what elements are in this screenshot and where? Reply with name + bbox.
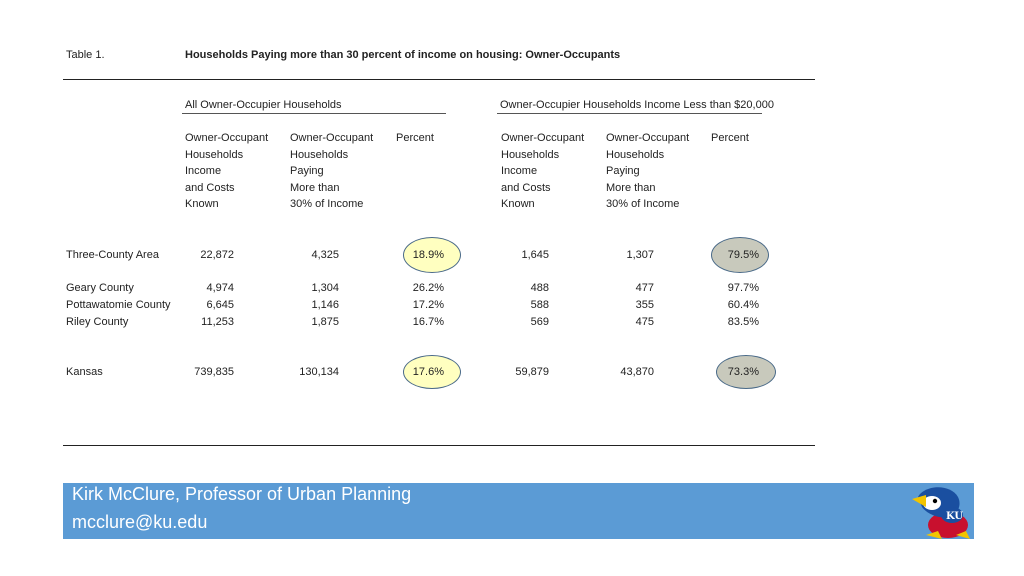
bottom-rule [63, 445, 815, 446]
cell: 11,253 [201, 316, 234, 328]
jayhawk-logo-icon: KU [912, 487, 970, 539]
cell-highlighted: 79.5% [727, 249, 759, 261]
cell: 43,870 [620, 366, 654, 378]
cell: 1,645 [521, 249, 549, 261]
svg-text:KU: KU [946, 511, 963, 522]
cell: 130,134 [299, 366, 339, 378]
table-label: Table 1. [66, 49, 105, 61]
cell: 16.7% [412, 316, 444, 328]
cell: 588 [530, 299, 549, 311]
cell: 488 [530, 282, 549, 294]
cell: 83.5% [727, 316, 759, 328]
cell: 1,146 [311, 299, 339, 311]
cell: 739,835 [194, 366, 234, 378]
col-header-paying-low-income: Owner-Occupant Households Paying More than 3… [606, 132, 690, 211]
row-label-three-county: Three-County Area [66, 249, 159, 261]
col-header-percent-low-income: Percent [711, 132, 749, 144]
cell: 569 [530, 316, 549, 328]
highlight-oval-three-county-low-income [711, 237, 769, 273]
cell: 60.4% [727, 299, 759, 311]
col-header-known: Owner-Occupant Households Income and Costs K… [185, 132, 269, 211]
highlight-oval-kansas-all [403, 355, 461, 389]
highlight-oval-three-county-all [403, 237, 461, 273]
cell: 4,325 [311, 249, 339, 261]
group1-underline [182, 113, 446, 114]
row-label-geary: Geary County [66, 282, 134, 294]
footer-banner: Kirk McClure, Professor of Urban Plannin… [63, 483, 974, 539]
col-header-paying: Owner-Occupant Households Paying More than 3… [290, 132, 374, 211]
cell: 1,304 [311, 282, 339, 294]
cell: 477 [635, 282, 654, 294]
cell: 1,307 [626, 249, 654, 261]
row-label-kansas: Kansas [66, 366, 103, 378]
cell: 59,879 [515, 366, 549, 378]
row-label-riley: Riley County [66, 316, 129, 328]
col-header-known-low-income: Owner-Occupant Households Income and Costs K… [501, 132, 585, 211]
group1-title: All Owner-Occupier Households [185, 99, 342, 111]
cell: 6,645 [206, 299, 234, 311]
group2-title: Owner-Occupier Households Income Less th… [500, 99, 774, 111]
cell: 4,974 [206, 282, 234, 294]
highlight-oval-kansas-low-income [716, 355, 776, 389]
cell: 17.2% [412, 299, 444, 311]
table-title: Households Paying more than 30 percent o… [185, 49, 621, 61]
cell: 97.7% [727, 282, 759, 294]
row-label-pottawatomie: Pottawatomie County [66, 299, 171, 311]
author-email: mcclure@ku.edu [72, 512, 208, 532]
cell-highlighted: 18.9% [412, 249, 444, 261]
author-name: Kirk McClure, Professor of Urban Plannin… [72, 484, 412, 504]
cell: 475 [635, 316, 654, 328]
group2-underline [497, 113, 762, 114]
col-header-percent: Percent [396, 132, 434, 144]
cell: 22,872 [200, 249, 234, 261]
top-rule [63, 79, 815, 80]
cell: 1,875 [311, 316, 339, 328]
cell-highlighted: 73.3% [727, 366, 759, 378]
cell: 355 [635, 299, 654, 311]
cell-highlighted: 17.6% [412, 366, 444, 378]
cell: 26.2% [412, 282, 444, 294]
